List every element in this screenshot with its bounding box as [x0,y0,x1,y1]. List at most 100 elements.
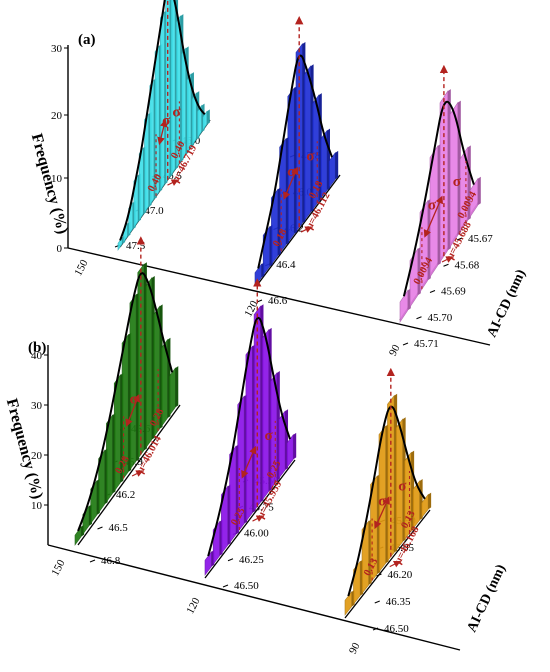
cd-tick-label: 45.68 [455,259,480,271]
y-axis-title: Frequency (%) [3,397,46,501]
mu-arrow [389,560,401,568]
histogram-bar [191,92,197,147]
histogram-bar-side [335,150,339,180]
y-tick-label: 20 [51,110,63,122]
cd-tick-mark [456,237,463,241]
cd-tick-label: 46.25 [239,554,264,566]
cd-tick-mark [89,559,96,563]
sigma-symbol-right: σ [264,428,273,444]
cd-tick-mark [429,290,436,293]
cd-tick-mark [227,558,234,562]
sigma-arrow [374,496,390,530]
cd-tick-mark [222,584,229,588]
histogram-bar-side [206,109,210,125]
cd-tick-label: 45.70 [428,312,453,324]
depth-axis-line [67,247,491,346]
sigma-arrow [241,445,257,479]
cd-tick-label: 46.35 [386,596,411,608]
mu-arrow [300,226,313,233]
panel-label: (b) [28,340,46,356]
sigma-symbol: σ [162,113,171,129]
sigma-symbol: σ [130,391,139,407]
gaussian-fit-curve [402,100,475,297]
histogram-bar [168,367,176,417]
cd-tick-label: 46.50 [234,580,259,592]
cd-tick-label: 47.5 [126,240,146,252]
histogram-bar [145,277,153,449]
cd-tick-label: 45.69 [441,286,466,298]
y-tick-label: 20 [31,450,43,462]
mu-arrow [167,179,179,186]
histogram-bar-side [175,366,179,408]
histogram-bar [170,0,176,177]
histogram-bar [129,293,137,471]
histogram-bar-side [477,176,481,206]
histogram-bar [202,110,208,132]
sigma-symbol-right: σ [453,174,462,190]
gaussian-fit-curve [119,0,206,241]
histogram-bar [160,11,165,192]
histogram-bar-side [428,492,432,510]
y-tick-label: 10 [31,500,43,512]
cd-axis-line [77,404,181,546]
histogram-bar [197,104,202,139]
histogram-bar [149,79,155,207]
cd-tick-label: 45.67 [468,233,493,245]
histogram-bar [278,410,286,480]
cd-tick-label: 46.4 [276,259,296,271]
histogram-bar [98,449,105,514]
cd-tick-label: 45.71 [414,338,439,350]
histogram-bar [144,113,149,214]
y-tick-label: 10 [51,173,63,185]
gaussian-fit-curve [207,316,291,557]
histogram-group-90: 45.6745.6845.6945.7045.710.00940.0094σσμ… [399,64,493,350]
cd-tick-mark [443,263,449,267]
sigma-symbol-right: σ [398,478,407,494]
cd-axis-line [257,174,341,285]
cd-axis-title: AI-CD (nm) [465,562,509,635]
gaussian-fit-curve [347,405,426,597]
gaussian-fit-curve [257,54,333,269]
sigma-arrow [157,119,168,146]
cd-tick-mark [97,526,103,530]
y-tick-label: 30 [31,400,43,412]
depth-tick-label: 90 [347,640,363,656]
mu-arrow [131,470,144,477]
cd-tick-mark [416,316,422,320]
mu-arrow [252,515,264,522]
histogram-bar [245,345,253,523]
mu-arrow [441,256,454,263]
histogram-bar [221,485,229,555]
y-axis-title: Frequency (%) [28,132,71,236]
depth-tick-label: 90 [387,342,403,358]
panel-label: (a) [78,32,96,48]
cd-axis-line [204,459,296,579]
cd-tick-mark [374,600,380,604]
cd-tick-label: 46.50 [384,623,409,635]
y-tick-label: 0 [57,243,63,255]
cd-tick-mark [402,342,409,346]
cd-tick-label: 47.0 [144,205,164,217]
histogram-bar [229,445,237,544]
cd-tick-mark [372,627,379,631]
cd-tick-label: 46.2 [116,489,135,501]
histogram-group-120: 45.5045.7546.0046.2546.500.250.25σμ=45.9… [204,278,297,592]
cd-tick-label: 46.5 [109,522,129,534]
cd-axis-title: AI-CD (nm) [485,267,529,340]
sigma-arrow [125,394,141,427]
cd-tick-label: 46.00 [244,528,269,540]
sigma-symbol: σ [428,198,437,214]
histogram-bar [161,338,168,428]
cd-tick-label: 46.8 [101,555,121,567]
cd-tick-mark [376,573,382,577]
cd-tick-label: 46.20 [388,569,413,581]
depth-tick-label: 120 [184,595,203,616]
histogram-bar [270,372,278,491]
sigma-symbol: σ [287,164,296,180]
cd-axis-line [344,509,431,619]
panel-b: (b) 10 20 30 40 Frequency (%) 150 120 90 AI-CD (n… [3,236,509,656]
